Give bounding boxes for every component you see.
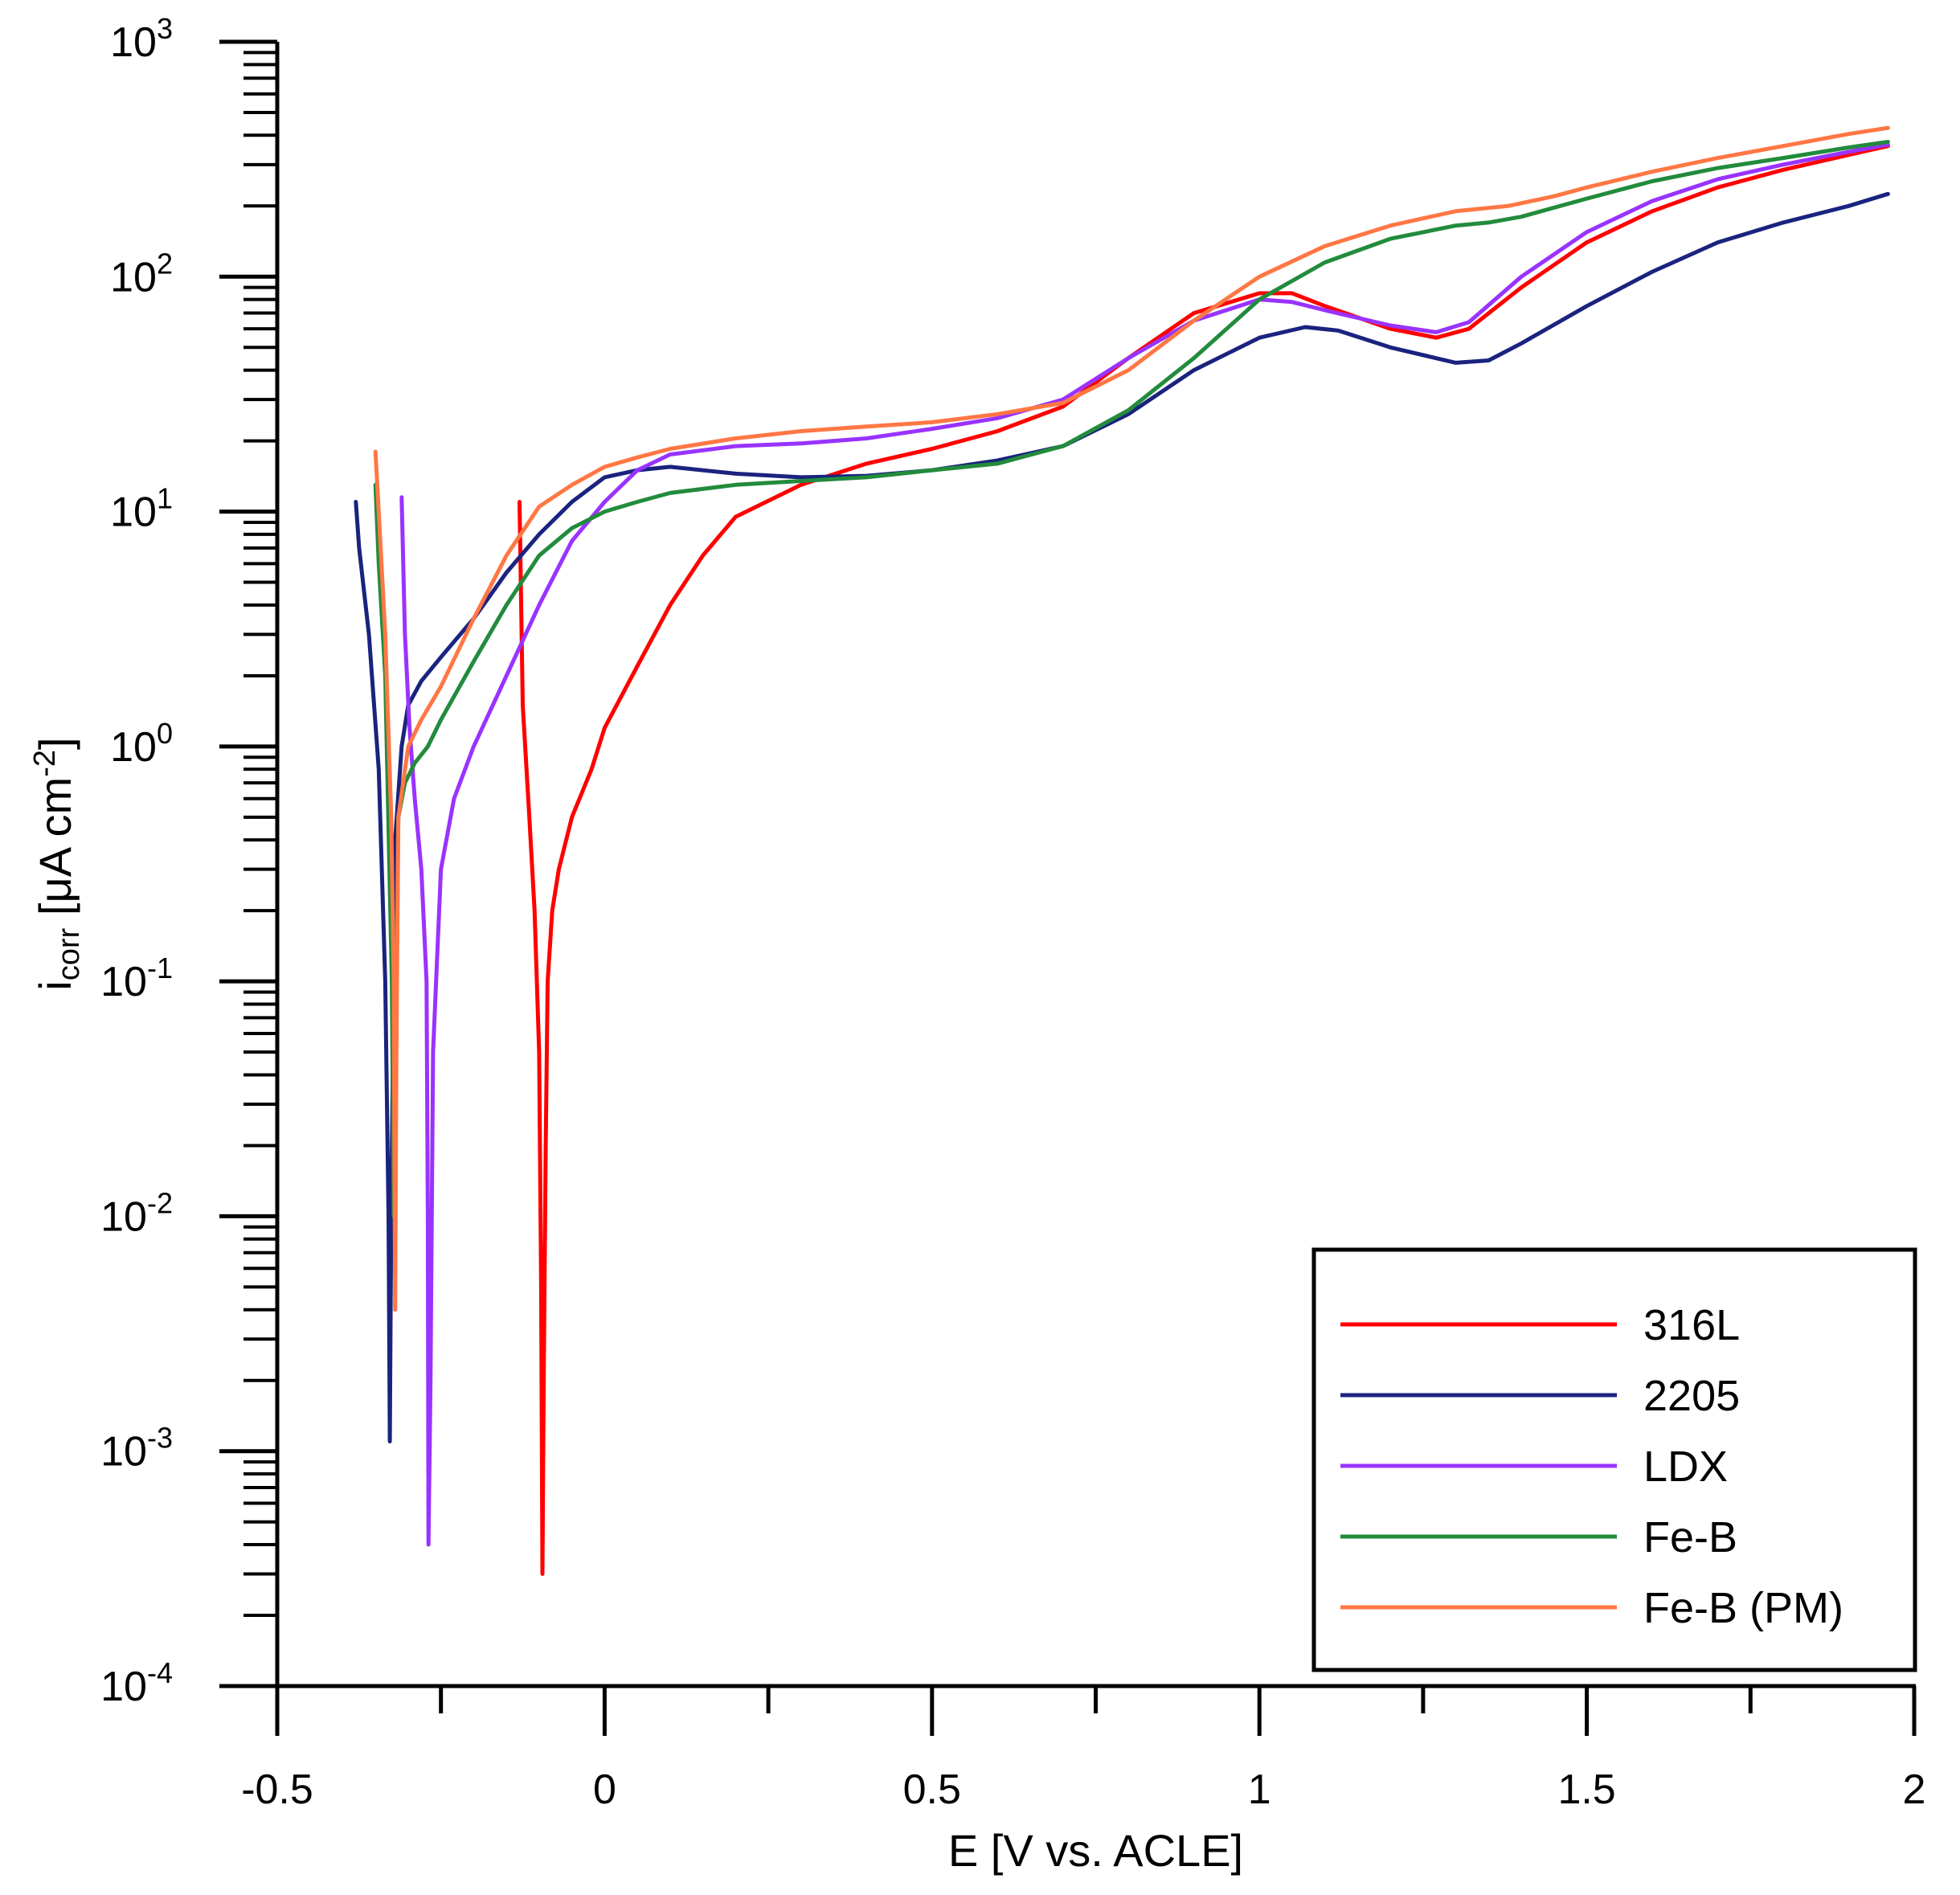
y-tick-label-base: 10 (100, 1664, 147, 1710)
x-tick-label: 2 (1903, 1766, 1926, 1813)
y-axis-title: icorr [μA cm-2] (28, 737, 86, 990)
x-tick-label: 0.5 (903, 1766, 961, 1813)
x-tick-label: 1 (1248, 1766, 1271, 1813)
legend-label-2205: 2205 (1643, 1372, 1740, 1420)
y-tick-label: 103 (110, 12, 173, 66)
y-axis-title-subscript: corr (52, 927, 86, 980)
y-axis-title-close: ] (30, 737, 80, 750)
y-axis-title-main: i (30, 980, 80, 990)
y-tick-label: 101 (110, 482, 173, 536)
y-tick-label-base: 10 (100, 959, 147, 1005)
y-tick-label-exponent: 0 (157, 717, 173, 750)
y-axis-minor-ticks (243, 51, 277, 1618)
legend-box (1311, 1247, 1917, 1672)
y-tick-label-base: 10 (100, 1429, 147, 1475)
legend-label-316l: 316L (1643, 1301, 1740, 1349)
legend-label-fe-b: Fe-B (1643, 1513, 1737, 1561)
series-line-2205 (354, 191, 1890, 1444)
y-tick-label-exponent: 1 (157, 482, 173, 515)
y-tick-label-base: 10 (110, 489, 157, 536)
y-axis-title-superscript: -2 (28, 750, 62, 777)
legend-entries: 316L 2205 LDX Fe-B Fe-B (PM) (1340, 1301, 1843, 1632)
y-tick-label: 102 (110, 247, 173, 301)
y-tick-label-exponent: 2 (157, 247, 173, 280)
series-line-ldx (399, 142, 1890, 1547)
x-axis-tick-labels: -0.5 0 0.5 1 1.5 2 (241, 1766, 1925, 1813)
y-tick-label: 10-1 (100, 952, 173, 1005)
y-axis-title-units: [μA cm (30, 777, 80, 928)
y-tick-label-exponent: -4 (147, 1656, 173, 1689)
series-line-fe-b-pm (373, 125, 1890, 1312)
x-tick-label: 0 (593, 1766, 616, 1813)
y-tick-label-base: 10 (100, 1193, 147, 1240)
legend-label-ldx: LDX (1643, 1443, 1728, 1491)
x-tick-label: 1.5 (1557, 1766, 1615, 1813)
y-tick-label-exponent: -2 (147, 1186, 173, 1219)
series-line-fe-b (373, 140, 1890, 1218)
y-tick-label-base: 10 (110, 19, 157, 66)
y-tick-label: 100 (110, 717, 173, 771)
y-tick-label-exponent: -1 (147, 952, 173, 984)
y-tick-label-exponent: -3 (147, 1422, 173, 1455)
y-tick-label: 10-2 (100, 1186, 173, 1240)
y-tick-label: 10-4 (100, 1656, 173, 1710)
x-axis-title: E [V vs. ACLE] (948, 1825, 1243, 1876)
x-axis-ticks (275, 1686, 1917, 1736)
y-tick-label-base: 10 (110, 724, 157, 771)
legend: 316L 2205 LDX Fe-B Fe-B (PM) (1311, 1247, 1917, 1672)
series-group (354, 125, 1890, 1576)
y-tick-label-base: 10 (110, 254, 157, 301)
series-line-316l (518, 144, 1890, 1576)
y-tick-label: 10-3 (100, 1422, 173, 1475)
y-tick-label-exponent: 3 (157, 12, 173, 45)
x-tick-label: -0.5 (241, 1766, 313, 1813)
legend-label-fe-b-pm: Fe-B (PM) (1643, 1584, 1843, 1632)
